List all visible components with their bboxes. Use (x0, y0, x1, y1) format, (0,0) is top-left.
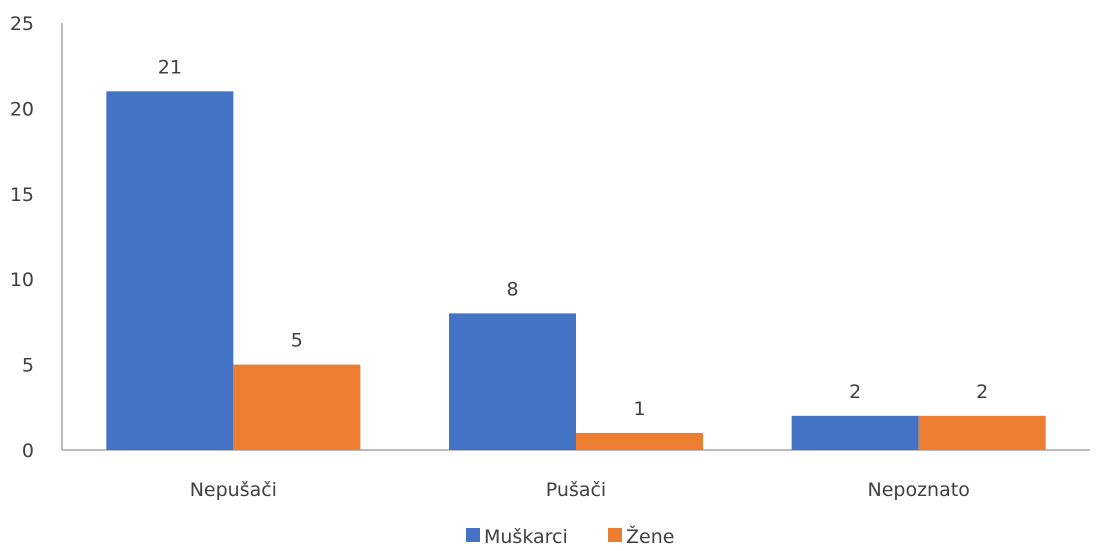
bars-group (106, 91, 1046, 450)
category-label: Nepoznato (868, 479, 970, 501)
bar (449, 313, 576, 450)
data-label: 8 (506, 278, 518, 300)
data-label: 1 (633, 398, 645, 420)
legend-label: Žene (626, 525, 674, 548)
legend: Muškarci Žene (466, 525, 674, 548)
category-label: Pušači (546, 479, 606, 501)
y-tick-label: 10 (10, 269, 34, 291)
data-label: 2 (849, 381, 861, 403)
data-label: 2 (976, 381, 988, 403)
data-labels-group: 21 5 8 1 2 2 (158, 56, 988, 420)
legend-swatch (466, 528, 480, 542)
legend-swatch (608, 528, 622, 542)
bar (576, 432, 703, 450)
y-tick-label: 5 (22, 355, 34, 377)
category-label: Nepušači (190, 479, 277, 501)
y-tick-label: 15 (10, 184, 34, 206)
y-tick-label: 25 (10, 13, 34, 35)
category-labels-group: Nepušači Pušači Nepoznato (190, 479, 970, 501)
data-label: 21 (158, 56, 182, 78)
data-label: 5 (291, 330, 303, 352)
bar (106, 91, 234, 450)
bar (791, 415, 919, 450)
y-tick-label: 0 (22, 440, 34, 462)
bar (233, 364, 361, 450)
y-axis-ticks: 0 5 10 15 20 25 (10, 13, 34, 462)
legend-label: Muškarci (484, 526, 568, 548)
bar (918, 415, 1046, 450)
y-tick-label: 20 (10, 98, 34, 120)
